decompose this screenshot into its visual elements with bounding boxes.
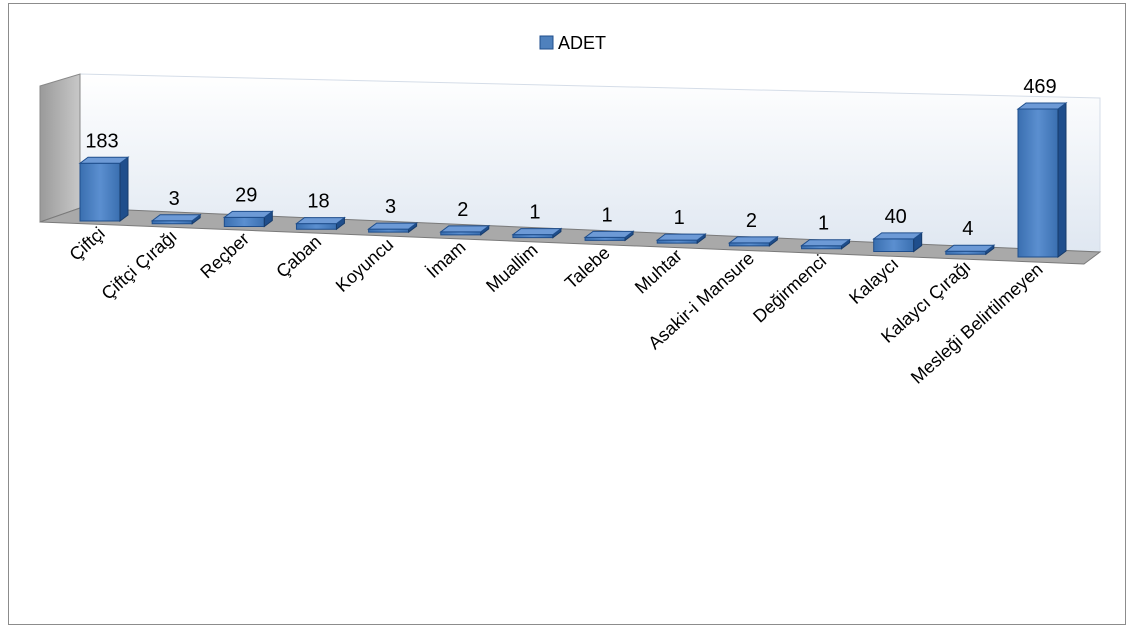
x-tick-label: Çaban [272,231,325,281]
bar-side [119,156,129,222]
bar [727,235,779,247]
data-label: 2 [457,199,468,221]
bar [872,231,924,253]
x-tick-label: İmam [423,237,470,282]
bar-side [1057,102,1067,258]
bar [367,222,419,234]
x-tick-label: Muhtar [631,245,686,297]
x-tick-label: Kalaycı [845,254,902,308]
bar-top [294,217,346,225]
x-tick-label: Mesleği Belirtilmeyen [907,259,1047,388]
legend-label: ADET [558,33,606,53]
bar-top [367,222,419,230]
bar-top [944,244,996,252]
bar [439,224,491,236]
bar-top [727,236,779,244]
bar-front [223,216,265,228]
data-label: 1 [529,202,540,224]
bar-top [439,225,491,233]
bar-top [78,156,130,164]
legend-swatch [539,35,554,50]
data-label: 40 [885,206,907,228]
data-label: 4 [962,218,973,240]
bar [655,233,707,245]
chart-side-wall [39,73,81,223]
data-label: 469 [1023,76,1056,98]
bar-front [873,238,915,252]
data-label: 1 [674,207,685,229]
bar-front [1017,108,1059,258]
data-label: 3 [385,196,396,218]
data-label: 18 [307,191,329,213]
data-label: 183 [85,130,118,152]
data-label: 29 [235,184,257,206]
legend: ADET [539,33,606,53]
bar [150,213,202,225]
bar [583,230,635,242]
bar-top [222,210,274,218]
x-tick-label: Koyuncu [332,234,397,296]
bar [800,238,852,250]
data-label: 2 [746,210,757,232]
bar-top [1016,102,1068,110]
bar [78,156,130,222]
x-tick-label: Reçber [196,229,253,283]
x-tick-label: Talebe [561,242,614,292]
bar-front [79,162,121,222]
bar [1016,102,1068,258]
bar [511,227,563,239]
x-tick-label: Muallim [482,240,541,296]
bar-top [583,230,635,238]
data-label: 1 [818,213,829,235]
bar-top [872,232,924,240]
bar-top [800,239,852,247]
x-tick-label: Çiftçi [66,223,109,265]
bar-top [655,233,707,241]
bar [222,210,274,228]
bar-top [511,228,563,236]
bar-front [295,223,337,230]
bar [294,216,346,231]
bar [944,244,996,256]
x-tick-label: Çiftçi Çırağı [98,226,181,304]
data-label: 3 [169,188,180,210]
data-label: 1 [602,204,613,226]
x-tick-label: Değirmenci [749,251,830,327]
bar-top [150,214,202,222]
